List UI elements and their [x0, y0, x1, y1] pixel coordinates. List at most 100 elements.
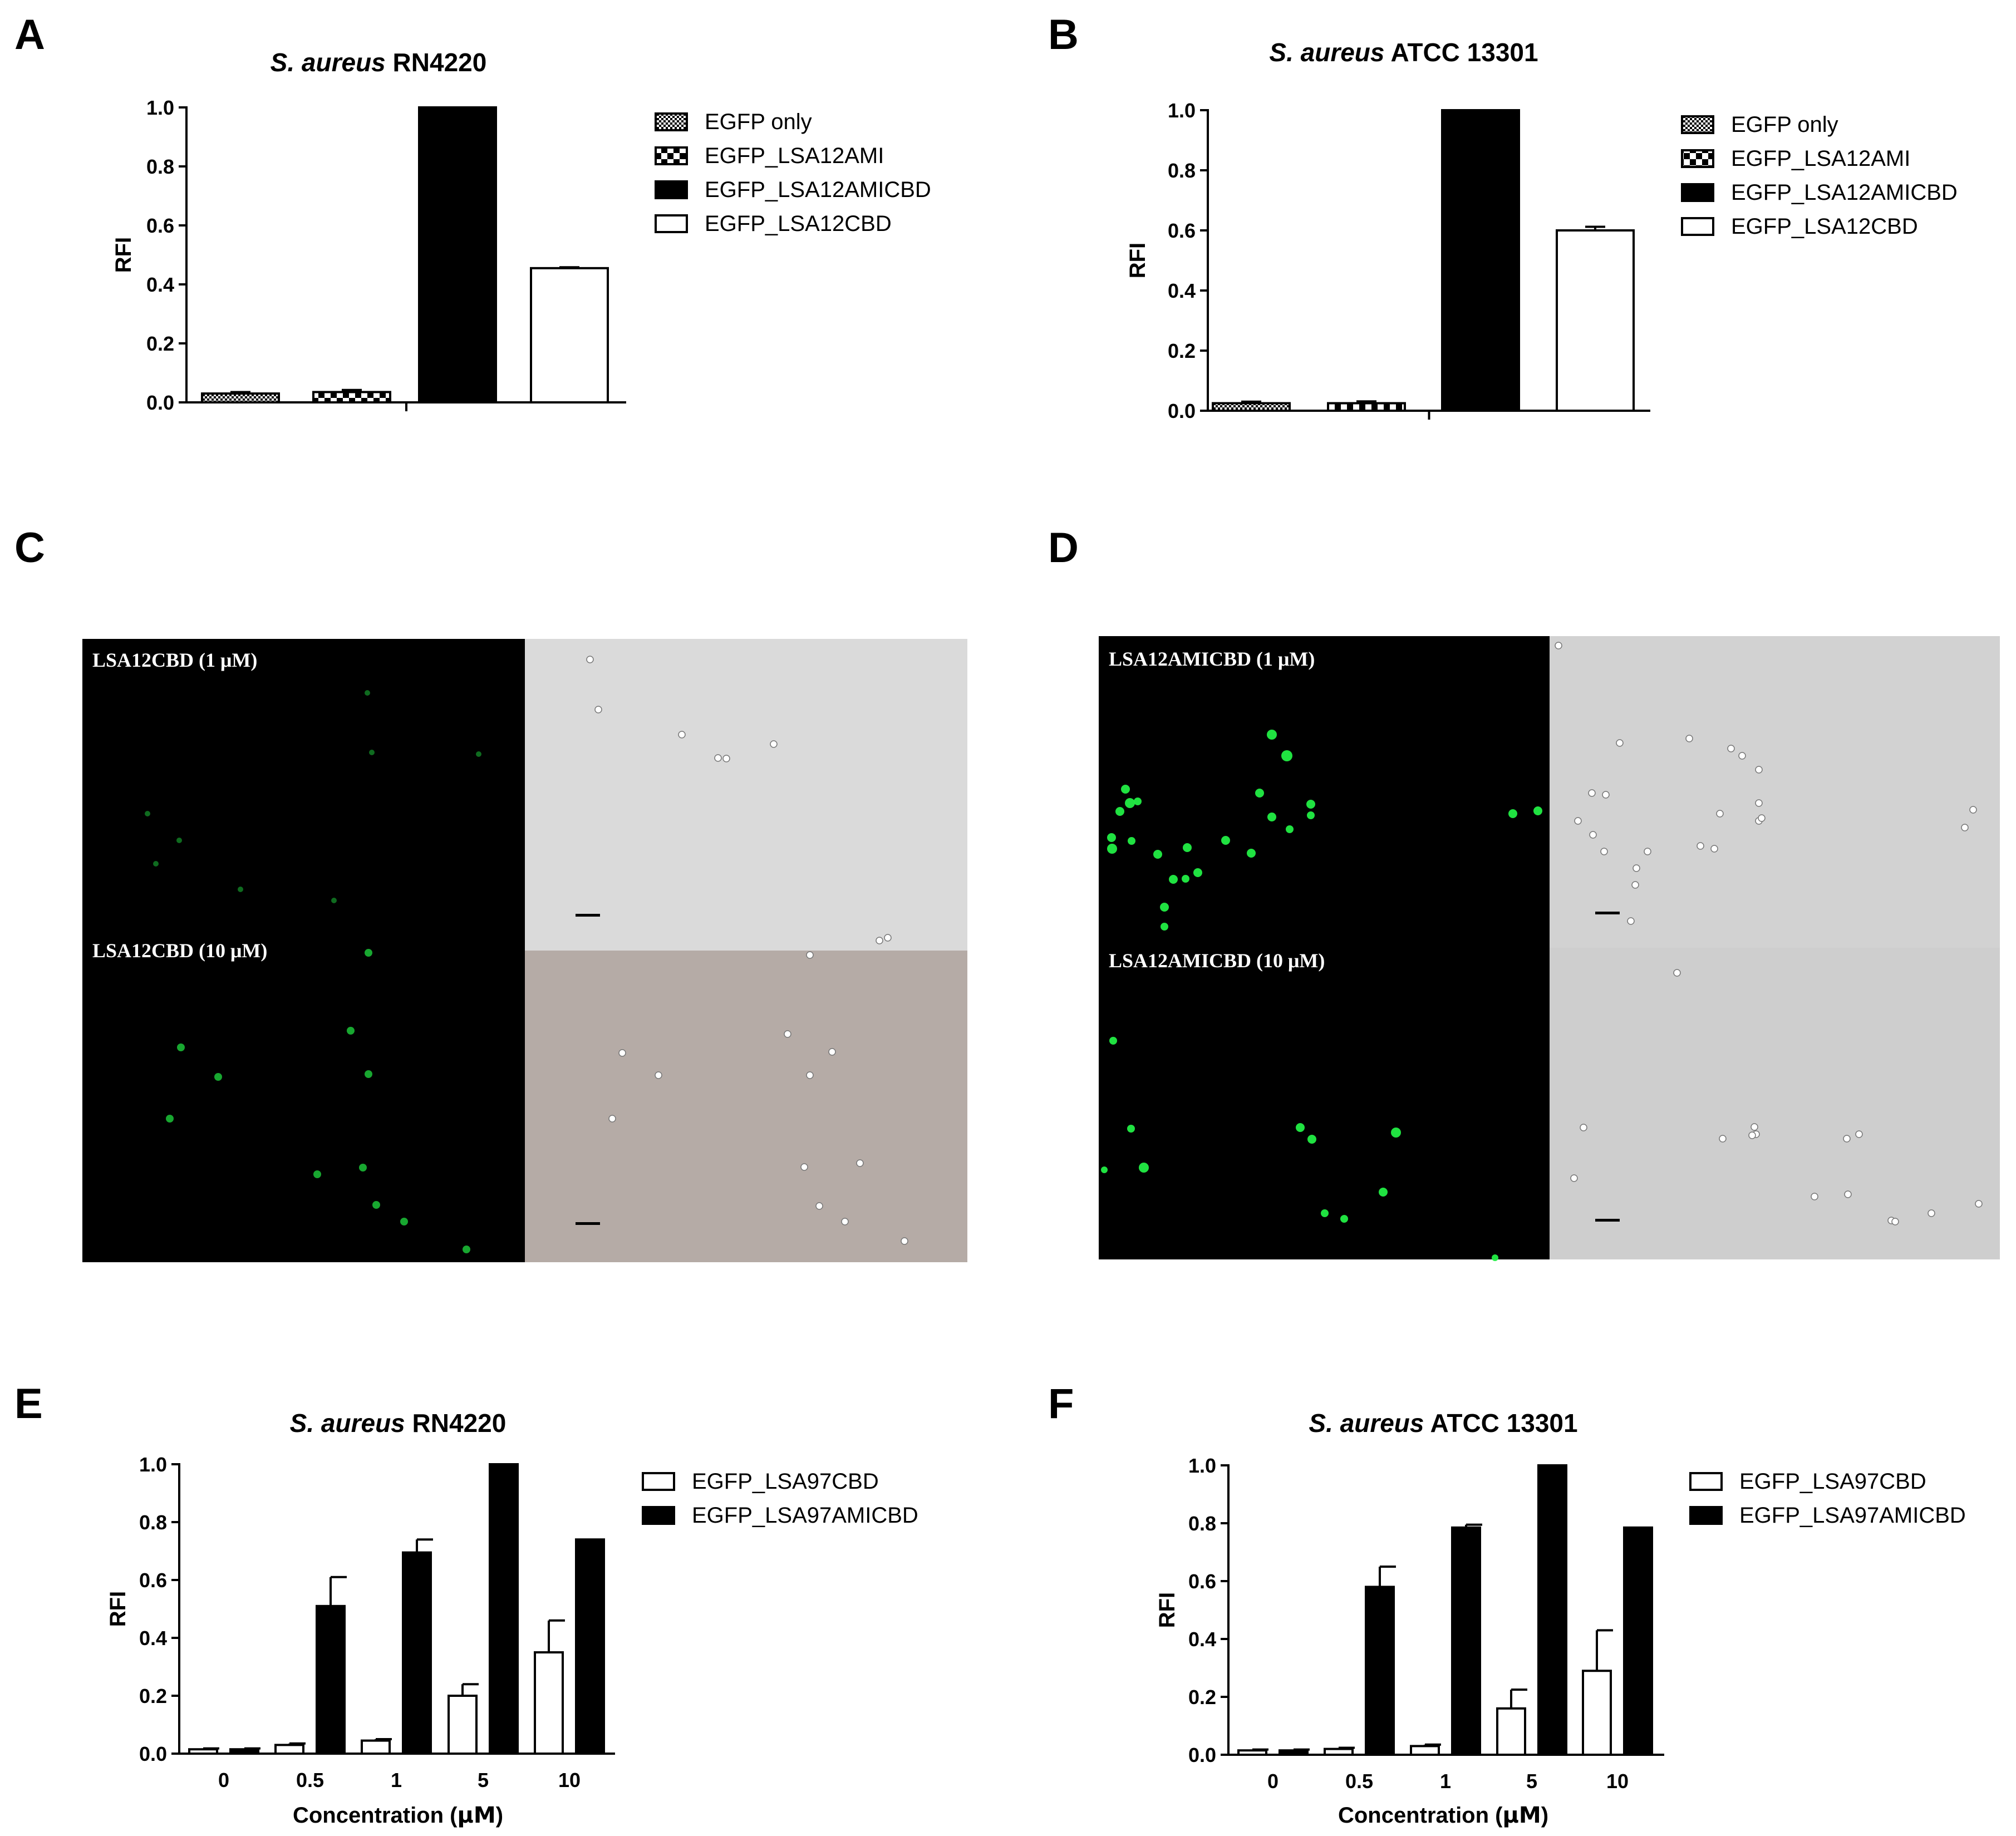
chart-b-title: S. aureus ATCC 13301 — [1269, 38, 1538, 67]
brightfield-cell — [1716, 810, 1724, 818]
chart-b-legend-label: EGFP_LSA12CBD — [1731, 214, 1918, 239]
chart-a-ytick-label: 0.0 — [146, 391, 174, 414]
chart-e-ytick-label: 0.4 — [139, 1627, 167, 1650]
chart-f-ytick-label: 0.8 — [1188, 1512, 1216, 1535]
chart-a-ytick-label: 0.4 — [146, 273, 174, 296]
brightfield-cell — [1755, 766, 1763, 774]
chart-e-bar — [448, 1695, 478, 1755]
micrograph-label-d-2: LSA12AMICBD (10 μM) — [1109, 949, 1325, 972]
chart-e-bar — [316, 1604, 346, 1755]
fluorescent-cell — [359, 1164, 367, 1172]
chart-f: S. aureus ATCC 13301 RFI 0.0 0.2 0.4 0.6 0.8 1.… — [1155, 1409, 1966, 1828]
fluorescent-cell — [1533, 806, 1542, 815]
chart-b-legend-swatch — [1681, 115, 1714, 134]
chart-f-title: S. aureus ATCC 13301 — [1309, 1409, 1577, 1438]
fluorescent-cell — [476, 751, 481, 757]
chart-b-bar — [1556, 229, 1635, 412]
fluorescent-cell — [1109, 1037, 1117, 1045]
chart-f-bar — [1410, 1745, 1440, 1756]
fluorescent-cell — [1321, 1209, 1329, 1217]
brightfield-cell — [1631, 881, 1639, 889]
brightfield-cell — [1570, 1174, 1578, 1182]
chart-f-xtick-label: 5 — [1526, 1770, 1537, 1793]
chart-e-xtick-label: 10 — [558, 1769, 581, 1791]
fluorescent-cell — [1115, 807, 1124, 816]
chart-e-ytick-label: 0.2 — [139, 1685, 167, 1707]
brightfield-cell — [1580, 1124, 1587, 1131]
chart-a-ytick-label: 0.2 — [146, 332, 174, 355]
fluorescent-cell — [1255, 789, 1264, 798]
chart-b-ylabel: RFI — [1125, 243, 1150, 278]
chart-e-legend-label: EGFP_LSA97AMICBD — [692, 1503, 918, 1528]
brightfield-image-d-1 — [1550, 636, 2000, 948]
chart-b-bar — [1327, 402, 1406, 412]
fluorescent-cell — [1125, 798, 1135, 808]
fluorescent-cell — [176, 838, 182, 843]
brightfield-cell — [828, 1048, 836, 1056]
fluorescent-cell — [153, 861, 159, 867]
chart-f-xtick-label: 0.5 — [1345, 1770, 1373, 1793]
fluorescent-cell — [1508, 809, 1517, 818]
chart-f-legend-swatch — [1689, 1472, 1723, 1491]
fluorescent-cell — [313, 1170, 321, 1178]
brightfield-cell — [1727, 745, 1735, 752]
brightfield-cells-d-2 — [1570, 969, 1983, 1225]
brightfield-cell — [1627, 917, 1635, 925]
panel-letter-b: B — [1048, 11, 1079, 58]
chart-b-legend-label: EGFP_LSA12AMICBD — [1731, 180, 1958, 205]
brightfield-cell — [1574, 817, 1582, 825]
brightfield-cell — [1969, 806, 1977, 814]
brightfield-cell — [784, 1030, 791, 1038]
fluorescent-cell — [1139, 1163, 1149, 1173]
brightfield-cell — [800, 1163, 808, 1171]
brightfield-cell — [1844, 1190, 1852, 1198]
fluorescent-cell — [1379, 1188, 1388, 1197]
chart-b-legend-swatch — [1681, 149, 1714, 168]
chart-e-bar — [534, 1651, 564, 1755]
chart-f-legend-label: EGFP_LSA97AMICBD — [1739, 1503, 1966, 1528]
brightfield-cell — [1685, 735, 1693, 742]
chart-f-bar — [1582, 1670, 1612, 1756]
fluorescent-cell — [1121, 785, 1130, 794]
brightfield-cell — [1673, 969, 1681, 977]
fluorescent-cells-d-1 — [1107, 730, 1542, 931]
chart-e-bar — [575, 1538, 605, 1755]
fluorescent-cells-c-1 — [145, 690, 481, 903]
fluorescent-cell — [463, 1246, 470, 1253]
chart-a-legend-label: EGFP only — [705, 110, 812, 134]
scale-bar-d-2 — [1595, 1219, 1620, 1222]
chart-f-bar — [1279, 1749, 1309, 1756]
brightfield-cell — [1928, 1209, 1935, 1217]
chart-f-bar — [1324, 1748, 1354, 1756]
fluorescent-cell — [1391, 1128, 1401, 1138]
chart-a-ylabel: RFI — [111, 237, 136, 273]
chart-e-xtick-label: 1 — [391, 1769, 402, 1791]
brightfield-cell — [1811, 1193, 1818, 1200]
chart-a-title: S. aureus RN4220 — [271, 48, 487, 77]
brightfield-cell — [1633, 864, 1640, 872]
brightfield-cell — [1697, 842, 1704, 850]
fluorescence-image-c-2 — [82, 951, 525, 1262]
chart-f-xtick-label: 10 — [1606, 1770, 1629, 1793]
fluorescent-cell — [1169, 875, 1178, 884]
brightfield-image-d-2 — [1550, 948, 2000, 1259]
brightfield-cells-c-1 — [586, 656, 892, 944]
chart-b-legend-swatch — [1681, 217, 1714, 236]
brightfield-cell — [806, 1071, 814, 1079]
micrograph-label-d-1: LSA12AMICBD (1 μM) — [1109, 648, 1315, 670]
chart-e-ytick-label: 0.0 — [139, 1743, 167, 1765]
chart-b-bar — [1212, 402, 1291, 412]
brightfield-cell — [901, 1237, 908, 1245]
fluorescent-cell — [1307, 811, 1315, 819]
chart-f-ylabel: RFI — [1155, 1592, 1179, 1628]
fluorescent-cell — [1134, 798, 1142, 805]
fluorescent-cells-c-2 — [166, 949, 470, 1253]
chart-f-xlabel: Concentration (μM) — [1338, 1803, 1548, 1828]
chart-f-xtick-label: 0 — [1267, 1770, 1279, 1793]
chart-e-bar — [361, 1739, 391, 1755]
panel-letter-c: C — [14, 524, 45, 572]
chart-e-bar — [229, 1748, 259, 1755]
chart-a-legend-swatch — [655, 112, 688, 131]
chart-a-legend-swatch — [655, 146, 688, 165]
